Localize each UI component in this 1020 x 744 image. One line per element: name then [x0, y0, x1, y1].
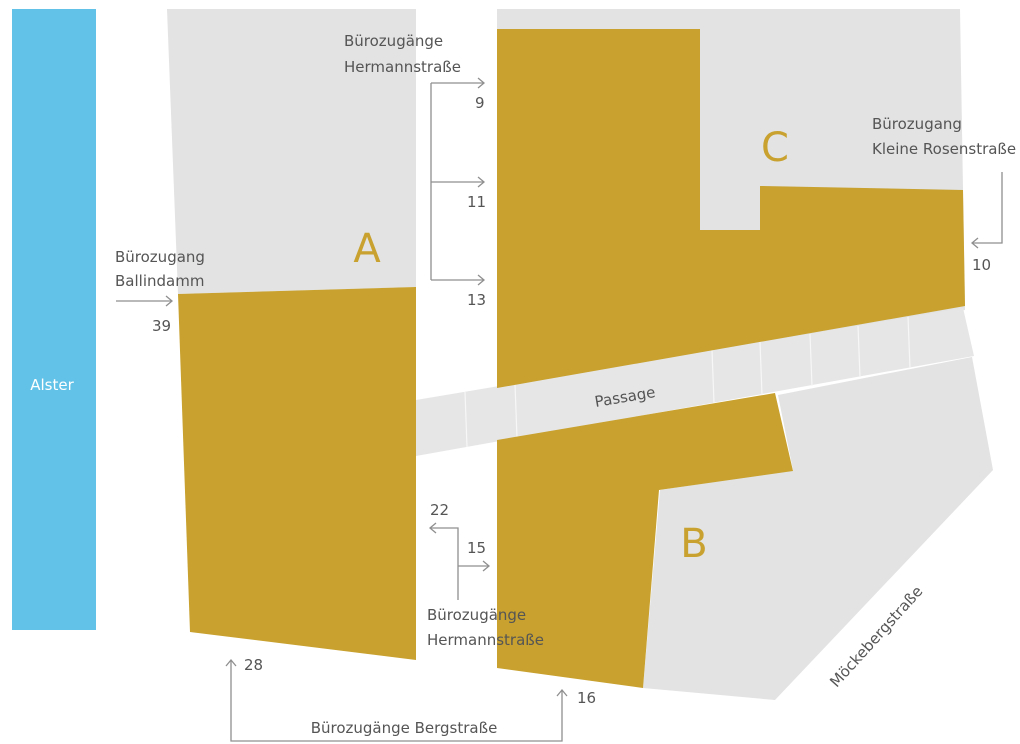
- ballindamm-label-line2: Ballindamm: [115, 272, 204, 290]
- building-a: [178, 287, 416, 660]
- hermann-bottom-label-line2: Hermannstraße: [427, 631, 544, 649]
- kleine-rosen-number: 10: [972, 256, 991, 274]
- hermann-top-number-13: 13: [467, 291, 486, 309]
- ballindamm-label-line1: Bürozugang: [115, 248, 205, 266]
- kleine-rosen-label-line2: Kleine Rosenstraße: [872, 140, 1016, 158]
- hermann-bottom-number-15: 15: [467, 539, 486, 557]
- berg-label: Bürozugänge Bergstraße: [311, 719, 498, 737]
- ballindamm-number: 39: [152, 317, 171, 335]
- hermann-bottom-label-line1: Bürozugänge: [427, 606, 526, 624]
- hermann-bottom-arrows-icon: [430, 523, 489, 600]
- kleine-rosen-arrow-icon: [972, 172, 1002, 248]
- alster-label: Alster: [30, 376, 74, 394]
- hermann-top-number-11: 11: [467, 193, 486, 211]
- building-c-label: C: [761, 125, 789, 171]
- ballindamm-arrow-icon: [116, 296, 172, 306]
- hermann-top-label-line1: Bürozugänge: [344, 32, 443, 50]
- hermann-top-label-line2: Hermannstraße: [344, 58, 461, 76]
- berg-number-28: 28: [244, 656, 263, 674]
- hermann-bottom-number-22: 22: [430, 501, 449, 519]
- kleine-rosen-label-line1: Bürozugang: [872, 115, 962, 133]
- berg-number-16: 16: [577, 689, 596, 707]
- building-b-label: B: [680, 521, 707, 567]
- alster-water: [12, 9, 96, 630]
- building-a-label: A: [353, 226, 381, 272]
- hermann-top-number-9: 9: [475, 94, 485, 112]
